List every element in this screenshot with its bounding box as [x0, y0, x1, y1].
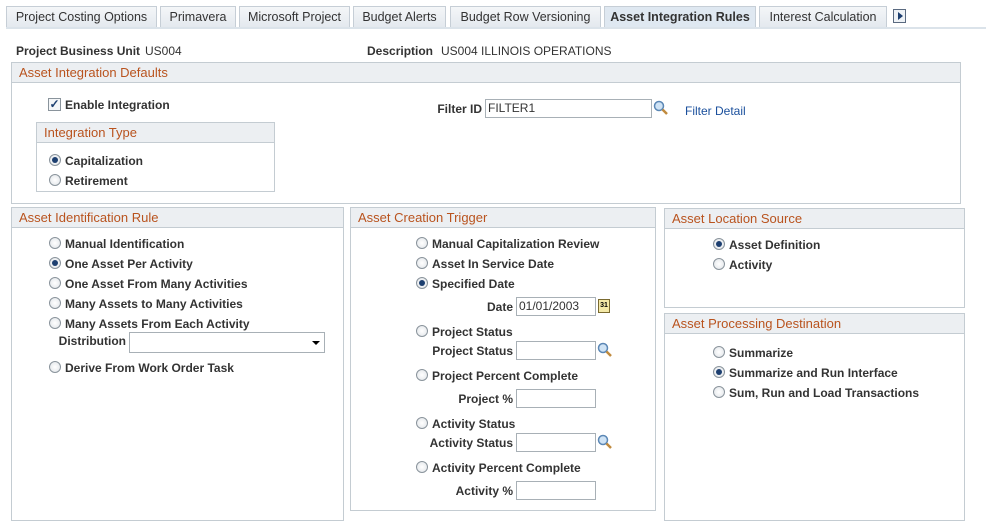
- retirement-radio[interactable]: [49, 174, 61, 186]
- one-asset-from-many-radio[interactable]: [49, 277, 61, 289]
- option-label: Sum, Run and Load Transactions: [729, 386, 920, 400]
- project-status-input[interactable]: [516, 341, 596, 360]
- project-pct-input[interactable]: [516, 389, 596, 408]
- retirement-label: Retirement: [65, 174, 128, 188]
- integration-type-section: Integration Type: [36, 122, 275, 192]
- option-label: Manual Identification: [65, 237, 185, 251]
- activity-status-radio[interactable]: [416, 417, 428, 429]
- activity-status-input[interactable]: [516, 433, 596, 452]
- tab-budget-row-versioning[interactable]: Budget Row Versioning: [450, 6, 601, 28]
- sum-run-load-radio[interactable]: [713, 386, 725, 398]
- specified-date-radio[interactable]: [416, 277, 428, 289]
- tab-divider: [6, 27, 986, 29]
- option-label: Project Status: [432, 325, 513, 339]
- project-percent-radio[interactable]: [416, 369, 428, 381]
- enable-integration-label: Enable Integration: [65, 98, 170, 112]
- section-title: Asset Identification Rule: [12, 208, 343, 228]
- section-title: Asset Processing Destination: [665, 314, 964, 334]
- section-title: Asset Integration Defaults: [12, 63, 960, 83]
- asset-definition-radio[interactable]: [713, 238, 725, 250]
- date-input[interactable]: 01/01/2003: [516, 297, 596, 316]
- tab-interest-calculation[interactable]: Interest Calculation: [759, 6, 887, 28]
- section-title: Integration Type: [37, 123, 274, 143]
- asset-location-source-section: Asset Location Source: [664, 208, 965, 308]
- asset-processing-destination-section: Asset Processing Destination: [664, 313, 965, 521]
- activity-status-label: Activity Status: [429, 436, 513, 450]
- option-label: Summarize: [729, 346, 794, 360]
- activity-pct-input[interactable]: [516, 481, 596, 500]
- summarize-radio[interactable]: [713, 346, 725, 358]
- tab-primavera[interactable]: Primavera: [160, 6, 236, 28]
- derive-work-order-radio[interactable]: [49, 361, 61, 373]
- option-label: Manual Capitalization Review: [432, 237, 600, 251]
- section-title: Asset Location Source: [665, 209, 964, 229]
- option-label: One Asset From Many Activities: [65, 277, 248, 291]
- tab-asset-integration-rules[interactable]: Asset Integration Rules: [604, 6, 756, 28]
- lookup-filter-icon[interactable]: [653, 100, 669, 116]
- option-label: Activity Status: [432, 417, 516, 431]
- tab-project-costing-options[interactable]: Project Costing Options: [6, 6, 157, 28]
- manual-identification-radio[interactable]: [49, 237, 61, 249]
- option-label: Asset Definition: [729, 238, 821, 252]
- in-service-date-radio[interactable]: [416, 257, 428, 269]
- summarize-run-interface-radio[interactable]: [713, 366, 725, 378]
- calendar-icon[interactable]: 31: [598, 299, 610, 313]
- enable-integration-checkbox[interactable]: ✓: [48, 97, 61, 111]
- date-label: Date: [486, 300, 513, 314]
- many-from-each-radio[interactable]: [49, 317, 61, 329]
- manual-cap-review-radio[interactable]: [416, 237, 428, 249]
- option-label: Many Assets From Each Activity: [65, 317, 250, 331]
- option-label: Asset In Service Date: [432, 257, 555, 271]
- asset-integration-defaults-section: Asset Integration Defaults: [11, 62, 961, 204]
- distribution-select[interactable]: [129, 332, 325, 353]
- asset-creation-trigger-section: Asset Creation Trigger: [350, 207, 656, 511]
- many-to-many-radio[interactable]: [49, 297, 61, 309]
- project-pct-label: Project %: [458, 392, 513, 406]
- project-status-radio[interactable]: [416, 325, 428, 337]
- distribution-label: Distribution: [58, 334, 126, 348]
- activity-pct-label: Activity %: [455, 484, 513, 498]
- option-label: Project Percent Complete: [432, 369, 579, 383]
- asset-identification-rule-section: Asset Identification Rule: [11, 207, 344, 521]
- option-label: One Asset Per Activity: [65, 257, 193, 271]
- tab-microsoft-project[interactable]: Microsoft Project: [239, 6, 350, 28]
- capitalization-label: Capitalization: [65, 154, 144, 168]
- next-tabs-arrow-icon[interactable]: [893, 9, 906, 23]
- option-label: Derive From Work Order Task: [65, 361, 234, 375]
- activity-radio[interactable]: [713, 258, 725, 270]
- chevron-down-icon: [312, 341, 320, 345]
- business-unit-value: US004: [145, 44, 182, 58]
- activity-percent-radio[interactable]: [416, 461, 428, 473]
- option-label: Many Assets to Many Activities: [65, 297, 243, 311]
- filter-id-label: Filter ID: [437, 102, 482, 116]
- description-label: Description: [367, 44, 434, 58]
- business-unit-label: Project Business Unit: [16, 44, 141, 58]
- one-asset-per-activity-radio[interactable]: [49, 257, 61, 269]
- filter-id-input[interactable]: FILTER1: [485, 99, 652, 118]
- option-label: Specified Date: [432, 277, 515, 291]
- tab-budget-alerts[interactable]: Budget Alerts: [353, 6, 446, 28]
- section-title: Asset Creation Trigger: [351, 208, 655, 228]
- lookup-project-status-icon[interactable]: [597, 342, 613, 358]
- capitalization-radio[interactable]: [49, 154, 61, 166]
- project-status-label: Project Status: [432, 344, 513, 358]
- option-label: Summarize and Run Interface: [729, 366, 898, 380]
- description-value: US004 ILLINOIS OPERATIONS: [441, 44, 612, 58]
- filter-detail-link[interactable]: Filter Detail: [685, 104, 746, 118]
- option-label: Activity: [729, 258, 773, 272]
- option-label: Activity Percent Complete: [432, 461, 581, 475]
- lookup-activity-status-icon[interactable]: [597, 434, 613, 450]
